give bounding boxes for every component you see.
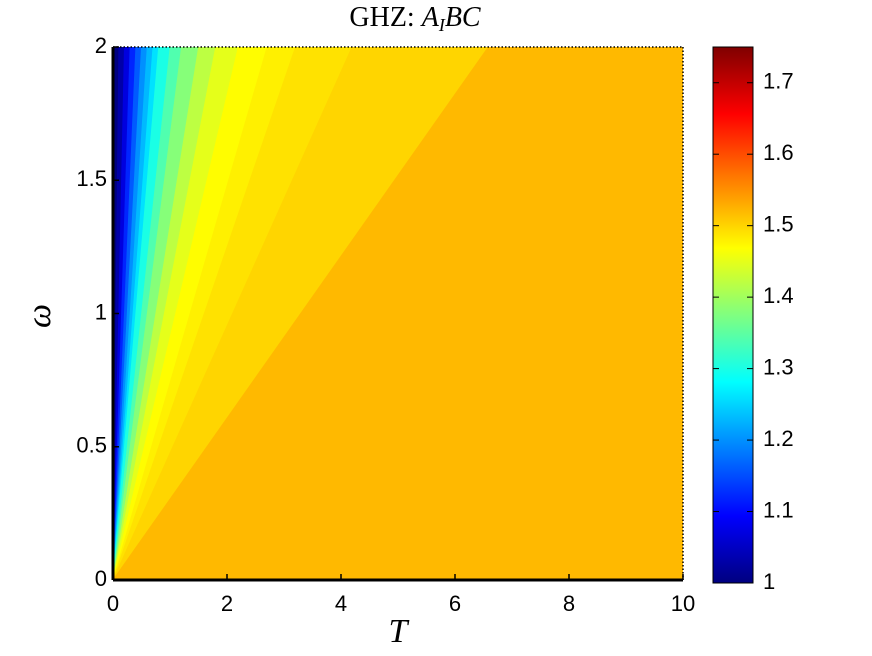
colorbar-tick-label: 1.2 — [763, 426, 794, 451]
y-tick-label: 0.5 — [76, 433, 107, 458]
x-tick-label: 6 — [449, 591, 461, 616]
colorbar-tick-label: 1.1 — [763, 497, 794, 522]
y-tick-label: 2 — [95, 33, 107, 58]
colorbar-tick-label: 1.4 — [763, 283, 794, 308]
x-tick-label: 0 — [107, 591, 119, 616]
x-tick-label: 10 — [671, 591, 695, 616]
colorbar-tick-label: 1.6 — [763, 140, 794, 165]
x-tick-label: 8 — [563, 591, 575, 616]
colorbar-tick-label: 1.3 — [763, 354, 794, 379]
y-axis-label: ω — [21, 304, 58, 328]
y-tick-label: 1 — [95, 299, 107, 324]
contour-area — [113, 47, 683, 580]
colorbar-tick-label: 1 — [763, 569, 775, 594]
y-tick-label: 1.5 — [76, 166, 107, 191]
chart-title: GHZ: AIBC — [349, 2, 481, 35]
x-tick-label: 4 — [335, 591, 347, 616]
x-axis-label: T — [389, 613, 410, 650]
x-tick-label: 2 — [221, 591, 233, 616]
y-tick-label: 0 — [95, 566, 107, 591]
colorbar-tick-label: 1.7 — [763, 69, 794, 94]
contour-band — [113, 47, 683, 580]
colorbar — [712, 46, 754, 584]
colorbar-tick-label: 1.5 — [763, 211, 794, 236]
